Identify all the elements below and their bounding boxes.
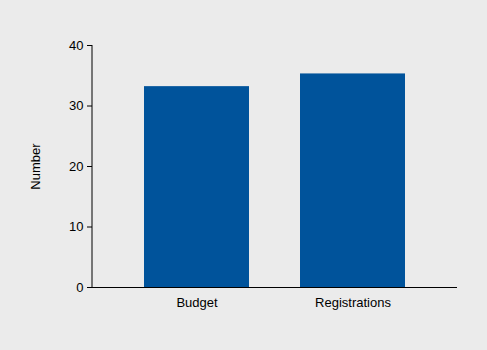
svg-text:40: 40 [69, 38, 83, 53]
svg-text:10: 10 [69, 219, 83, 234]
svg-text:0: 0 [76, 280, 83, 295]
svg-text:30: 30 [69, 98, 83, 113]
svg-text:Number: Number [28, 143, 43, 190]
svg-text:Budget: Budget [176, 295, 218, 310]
svg-text:20: 20 [69, 159, 83, 174]
svg-text:Registrations: Registrations [315, 295, 391, 310]
